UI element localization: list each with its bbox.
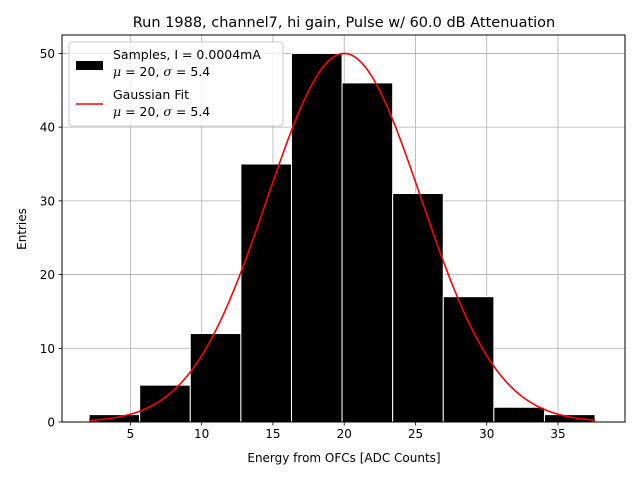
histogram-bar	[139, 384, 191, 423]
legend-fit-sigma-value: = 5.4	[172, 104, 210, 119]
legend-samples-label: Samples, I = 0.0004mA	[113, 47, 261, 62]
histogram-bars	[88, 52, 596, 423]
y-tick-label: 30	[40, 194, 55, 208]
histogram-bar	[392, 192, 444, 423]
legend-fit-params: μ = 20, σ = 5.4	[113, 104, 210, 119]
histogram-bar	[341, 82, 394, 423]
plot-frame	[61, 34, 626, 423]
y-tick-label: 40	[40, 121, 55, 135]
gaussian-fit-curve	[89, 52, 596, 422]
x-tick-label: 25	[408, 427, 423, 441]
histogram-bar	[493, 406, 545, 423]
x-tick-label: 35	[550, 427, 565, 441]
legend-fit-mu-symbol: μ	[113, 104, 121, 119]
legend-samples-swatch	[76, 61, 103, 70]
legend-samples-sigma-symbol: σ	[163, 64, 172, 79]
y-tick-label: 20	[40, 268, 55, 282]
legend-samples-params: μ = 20, σ = 5.4	[113, 64, 210, 79]
histogram-bar	[189, 333, 242, 423]
legend-fit-label: Gaussian Fit	[113, 87, 189, 102]
x-tick-label: 20	[337, 427, 352, 441]
y-tick-label: 10	[40, 342, 55, 356]
legend-box	[68, 41, 284, 127]
legend-fit-sigma-symbol: σ	[163, 104, 172, 119]
x-tick-label: 15	[265, 427, 280, 441]
legend-samples-mu-symbol: μ	[113, 64, 121, 79]
histogram-bar	[543, 414, 596, 423]
y-tick-label: 50	[40, 47, 55, 61]
histogram-bar	[442, 296, 495, 423]
y-axis-label: Entries	[15, 208, 29, 250]
legend-samples-sigma-value: = 5.4	[172, 64, 210, 79]
axis-ticks: 5 10 15 20 25 30 35 0 10 20 30 40 50	[40, 47, 566, 441]
x-axis-label: Energy from OFCs [ADC Counts]	[247, 451, 440, 465]
x-tick-label: 30	[479, 427, 494, 441]
x-tick-label: 10	[194, 427, 209, 441]
chart-title: Run 1988, channel7, hi gain, Pulse w/ 60…	[133, 15, 556, 31]
legend-fit-mu-value: = 20,	[121, 104, 163, 119]
fit-curve-group	[89, 52, 596, 422]
legend-samples-mu-value: = 20,	[121, 64, 163, 79]
histogram-bar	[290, 52, 343, 423]
x-tick-label: 5	[127, 427, 135, 441]
y-tick-label: 0	[47, 416, 55, 430]
legend: Samples, I = 0.0004mA μ = 20, σ = 5.4 Ga…	[68, 41, 284, 127]
